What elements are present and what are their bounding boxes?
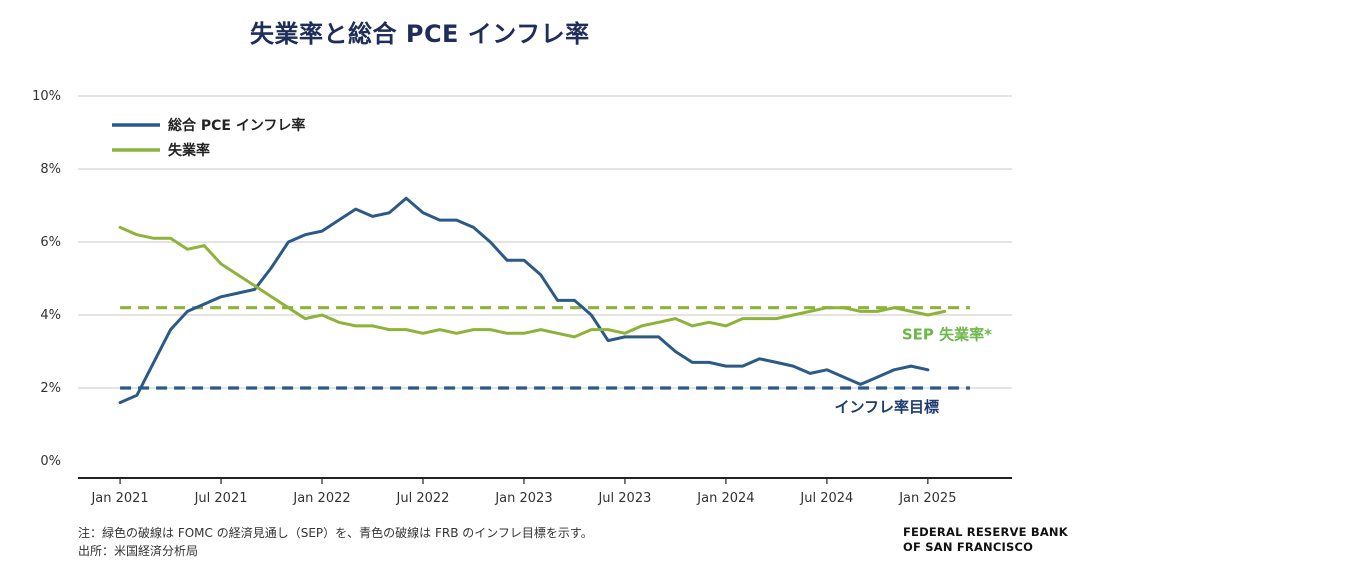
y-tick-label: 0% <box>40 454 61 469</box>
sep-unemployment-label: SEP 失業率* <box>902 326 992 344</box>
publisher-line-2: OF SAN FRANCISCO <box>903 540 1034 554</box>
publisher-logo-text: FEDERAL RESERVE BANK OF SAN FRANCISCO <box>903 525 1068 555</box>
publisher-line-1: FEDERAL RESERVE BANK <box>903 525 1068 539</box>
footnote: 注：緑色の破線は FOMC の経済見通し（SEP）を、青色の破線は FRB のイ… <box>78 526 593 540</box>
x-tick-label: Jan 2023 <box>494 491 552 506</box>
x-tick-label: Jan 2021 <box>90 491 148 506</box>
x-tick-label: Jul 2021 <box>194 491 248 506</box>
x-tick-label: Jan 2022 <box>292 491 350 506</box>
inflation-target-label: インフレ率目標 <box>834 398 939 416</box>
x-tick-label: Jan 2025 <box>898 491 956 506</box>
y-tick-label: 4% <box>40 308 61 323</box>
legend-pce-inflation-label: 総合 PCE インフレ率 <box>168 117 305 134</box>
x-tick-label: Jul 2023 <box>597 491 651 506</box>
source-note: 出所：米国経済分析局 <box>78 544 199 558</box>
unemployment-line <box>118 225 947 339</box>
x-tick-label: Jul 2022 <box>396 491 450 506</box>
y-tick-label: 10% <box>32 89 61 104</box>
x-tick-label: Jul 2024 <box>799 491 853 506</box>
y-tick-label: 2% <box>40 381 61 396</box>
x-tick-label: Jan 2024 <box>696 491 754 506</box>
pce-inflation-line <box>118 196 930 405</box>
chart-title: 失業率と総合 PCE インフレ率 <box>250 20 590 48</box>
legend-unemployment-label: 失業率 <box>168 142 210 159</box>
y-tick-label: 8% <box>40 162 61 177</box>
y-tick-label: 6% <box>40 235 61 250</box>
